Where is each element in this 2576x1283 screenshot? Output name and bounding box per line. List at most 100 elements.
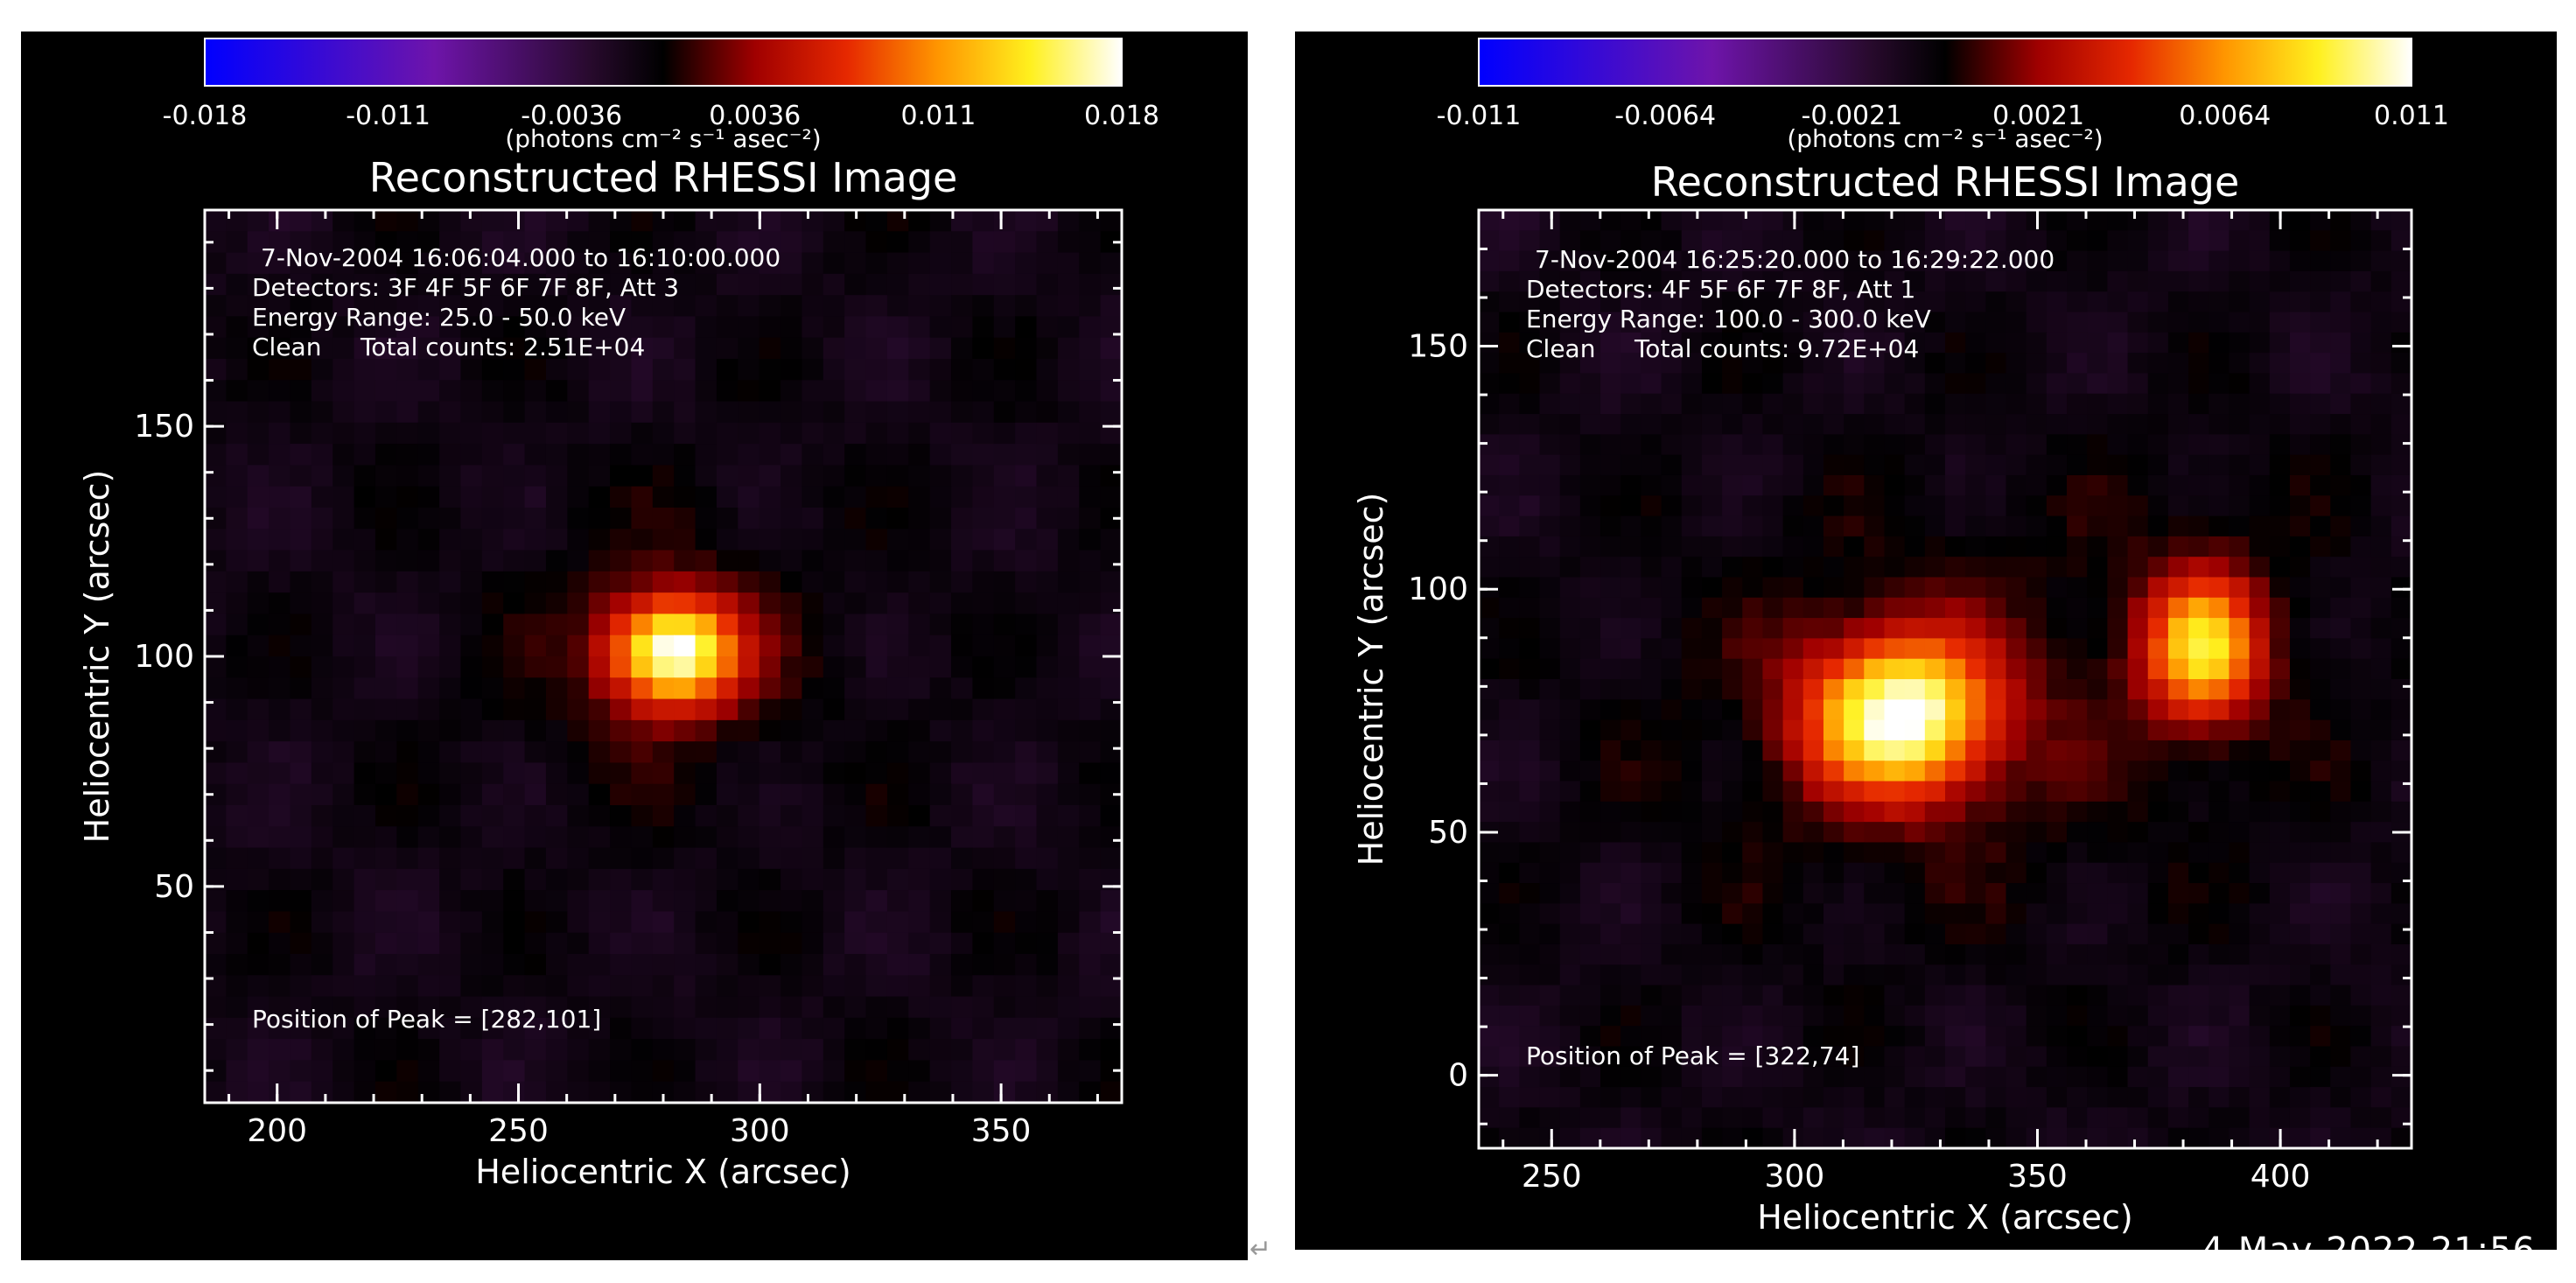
- heatmap-cell: [1965, 414, 1986, 435]
- heatmap-cell: [2390, 210, 2412, 231]
- heatmap-cell: [610, 1060, 633, 1083]
- heatmap-cell: [311, 975, 333, 998]
- heatmap-cell: [822, 762, 845, 785]
- heatmap-cell: [929, 847, 952, 870]
- heatmap-cell: [2269, 536, 2291, 557]
- heatmap-cell: [886, 337, 909, 360]
- heatmap-cell: [1742, 270, 1764, 292]
- heatmap-cell: [1479, 638, 1500, 660]
- heatmap-cell: [822, 1060, 845, 1083]
- heatmap-cell: [802, 486, 824, 508]
- heatmap-cell: [1945, 515, 1966, 537]
- heatmap-cell: [1499, 1046, 1520, 1068]
- heatmap-cell: [738, 954, 760, 976]
- heatmap-cell: [1559, 1005, 1581, 1027]
- heatmap-cell: [2330, 638, 2352, 660]
- colorbar-tick-label: -0.018: [163, 101, 248, 131]
- heatmap-cell: [567, 486, 590, 508]
- heatmap-cell: [1722, 597, 1743, 619]
- heatmap-cell: [2289, 597, 2311, 619]
- heatmap-cell: [2350, 577, 2372, 599]
- heatmap-cell: [332, 698, 355, 721]
- heatmap-cell: [759, 337, 781, 360]
- heatmap-cell: [354, 996, 376, 1019]
- heatmap-cell: [844, 741, 867, 764]
- heatmap-cell: [1036, 337, 1059, 360]
- heatmap-cell: [738, 975, 760, 998]
- heatmap-cell: [1100, 741, 1123, 764]
- heatmap-cell: [1539, 1107, 1561, 1129]
- heatmap-cell: [652, 571, 675, 593]
- heatmap-cell: [205, 762, 227, 785]
- heatmap-cell: [822, 444, 845, 466]
- heatmap-cell: [652, 656, 675, 678]
- heatmap-cell: [1579, 964, 1601, 986]
- heatmap-cell: [1844, 638, 1865, 660]
- heatmap-cell: [2370, 454, 2392, 476]
- x-tick-label: 400: [2250, 1159, 2311, 1195]
- heatmap-cell: [1864, 822, 1886, 844]
- heatmap-cell: [1985, 1005, 2007, 1027]
- heatmap-cell: [2350, 618, 2372, 639]
- heatmap-cell: [908, 698, 931, 721]
- heatmap-cell: [802, 1017, 824, 1040]
- heatmap-cell: [417, 252, 440, 275]
- heatmap-cell: [2350, 414, 2372, 435]
- heatmap-cell: [269, 996, 291, 1019]
- heatmap-cell: [2147, 353, 2169, 375]
- heatmap-cell: [205, 826, 227, 849]
- heatmap-cell: [886, 954, 909, 976]
- heatmap-cell: [1641, 761, 1662, 782]
- heatmap-cell: [247, 826, 270, 849]
- heatmap-cell: [1945, 454, 1966, 476]
- heatmap-cell: [1701, 291, 1723, 313]
- heatmap-cell: [972, 698, 995, 721]
- heatmap-cell: [1661, 943, 1683, 965]
- heatmap-cell: [802, 316, 824, 339]
- heatmap-cell: [2249, 270, 2271, 292]
- heatmap-cell: [1701, 740, 1723, 761]
- heatmap-cell: [1844, 270, 1865, 292]
- heatmap-cell: [524, 719, 547, 742]
- heatmap-cell: [1479, 801, 1500, 823]
- heatmap-cell: [2046, 679, 2068, 700]
- heatmap-cell: [716, 508, 738, 529]
- heatmap-cell: [2026, 658, 2048, 680]
- heatmap-cell: [1844, 781, 1865, 803]
- heatmap-cell: [2188, 1026, 2209, 1048]
- heatmap-cell: [460, 210, 483, 232]
- heatmap-cell: [1722, 699, 1743, 721]
- heatmap-cell: [567, 210, 590, 232]
- heatmap-cell: [2188, 761, 2209, 782]
- heatmap-cell: [716, 656, 738, 678]
- heatmap-cell: [1985, 291, 2007, 313]
- heatmap-cell: [1823, 1066, 1844, 1088]
- heatmap-cell: [1985, 964, 2007, 986]
- heatmap-cell: [269, 741, 291, 764]
- heatmap-cell: [2330, 495, 2352, 517]
- heatmap-cell: [929, 996, 952, 1019]
- heatmap-cell: [567, 805, 590, 827]
- heatmap-cell: [1722, 393, 1743, 415]
- heatmap-cell: [1802, 985, 1824, 1006]
- heatmap-cell: [1782, 740, 1804, 761]
- heatmap-cell: [695, 975, 718, 998]
- heatmap-cell: [2006, 393, 2027, 415]
- heatmap-cell: [1057, 359, 1080, 381]
- heatmap-cell: [1559, 842, 1581, 864]
- heatmap-cell: [247, 465, 270, 487]
- heatmap-cell: [610, 316, 633, 339]
- heatmap-cell: [844, 762, 867, 785]
- heatmap-cell: [1079, 932, 1102, 955]
- heatmap-cell: [2229, 230, 2250, 252]
- heatmap-cell: [1823, 250, 1844, 272]
- heatmap-cell: [481, 444, 504, 466]
- heatmap-cell: [1681, 1066, 1703, 1088]
- heatmap-cell: [2147, 1026, 2169, 1048]
- heatmap-cell: [738, 1039, 760, 1062]
- heatmap-cell: [610, 231, 633, 254]
- heatmap-cell: [951, 210, 973, 232]
- heatmap-cell: [972, 783, 995, 806]
- heatmap-cell: [2310, 270, 2331, 292]
- heatmap-cell: [354, 847, 376, 870]
